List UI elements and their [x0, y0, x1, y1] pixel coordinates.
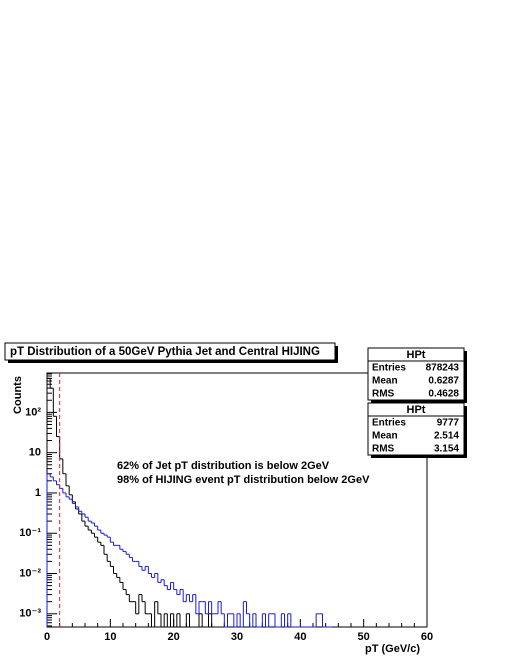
stats-label: Mean: [372, 431, 398, 442]
x-tick-label: 50: [358, 631, 370, 643]
title-box: [4, 342, 336, 361]
stats-label: RMS: [372, 444, 395, 455]
y-tick-label: 1: [35, 487, 41, 499]
stats-box: [367, 347, 465, 401]
stats-label: RMS: [372, 389, 395, 400]
stats-value: 9777: [437, 418, 460, 429]
x-axis-label: pT (GeV/c): [365, 643, 420, 655]
x-tick-label: 30: [231, 631, 243, 643]
y-tick-label: 10⁻³: [19, 608, 41, 620]
stats-value: 0.4628: [428, 389, 459, 400]
y-axis-label: Counts: [12, 376, 24, 414]
annotation: 98% of HIJING event pT distribution belo…: [117, 474, 370, 486]
stats-value: 878243: [426, 363, 460, 374]
x-tick-label: 20: [168, 631, 180, 643]
stats-title: HPt: [407, 404, 426, 416]
x-tick-label: 60: [421, 631, 433, 643]
x-tick-label: 10: [104, 631, 116, 643]
y-tick-label: 10: [29, 447, 41, 459]
chart-title: pT Distribution of a 50GeV Pythia Jet an…: [10, 346, 320, 358]
stats-label: Entries: [372, 418, 406, 429]
stats-label: Entries: [372, 363, 406, 374]
stats-value: 2.514: [434, 431, 459, 442]
x-tick-label: 40: [294, 631, 306, 643]
stats-title: HPt: [407, 349, 426, 361]
annotation: 62% of Jet pT distribution is below 2GeV: [117, 460, 330, 472]
stats-box: [367, 402, 465, 456]
histogram-series: [46, 377, 332, 628]
stats-value: 3.154: [434, 444, 459, 455]
y-tick-label: 10²: [25, 406, 41, 418]
stats-value: 0.6287: [428, 376, 459, 387]
x-tick-label: 0: [44, 631, 50, 643]
histogram-series: [46, 473, 332, 628]
y-tick-label: 10⁻¹: [19, 527, 41, 539]
y-tick-label: 10⁻²: [19, 567, 41, 579]
stats-label: Mean: [372, 376, 398, 387]
